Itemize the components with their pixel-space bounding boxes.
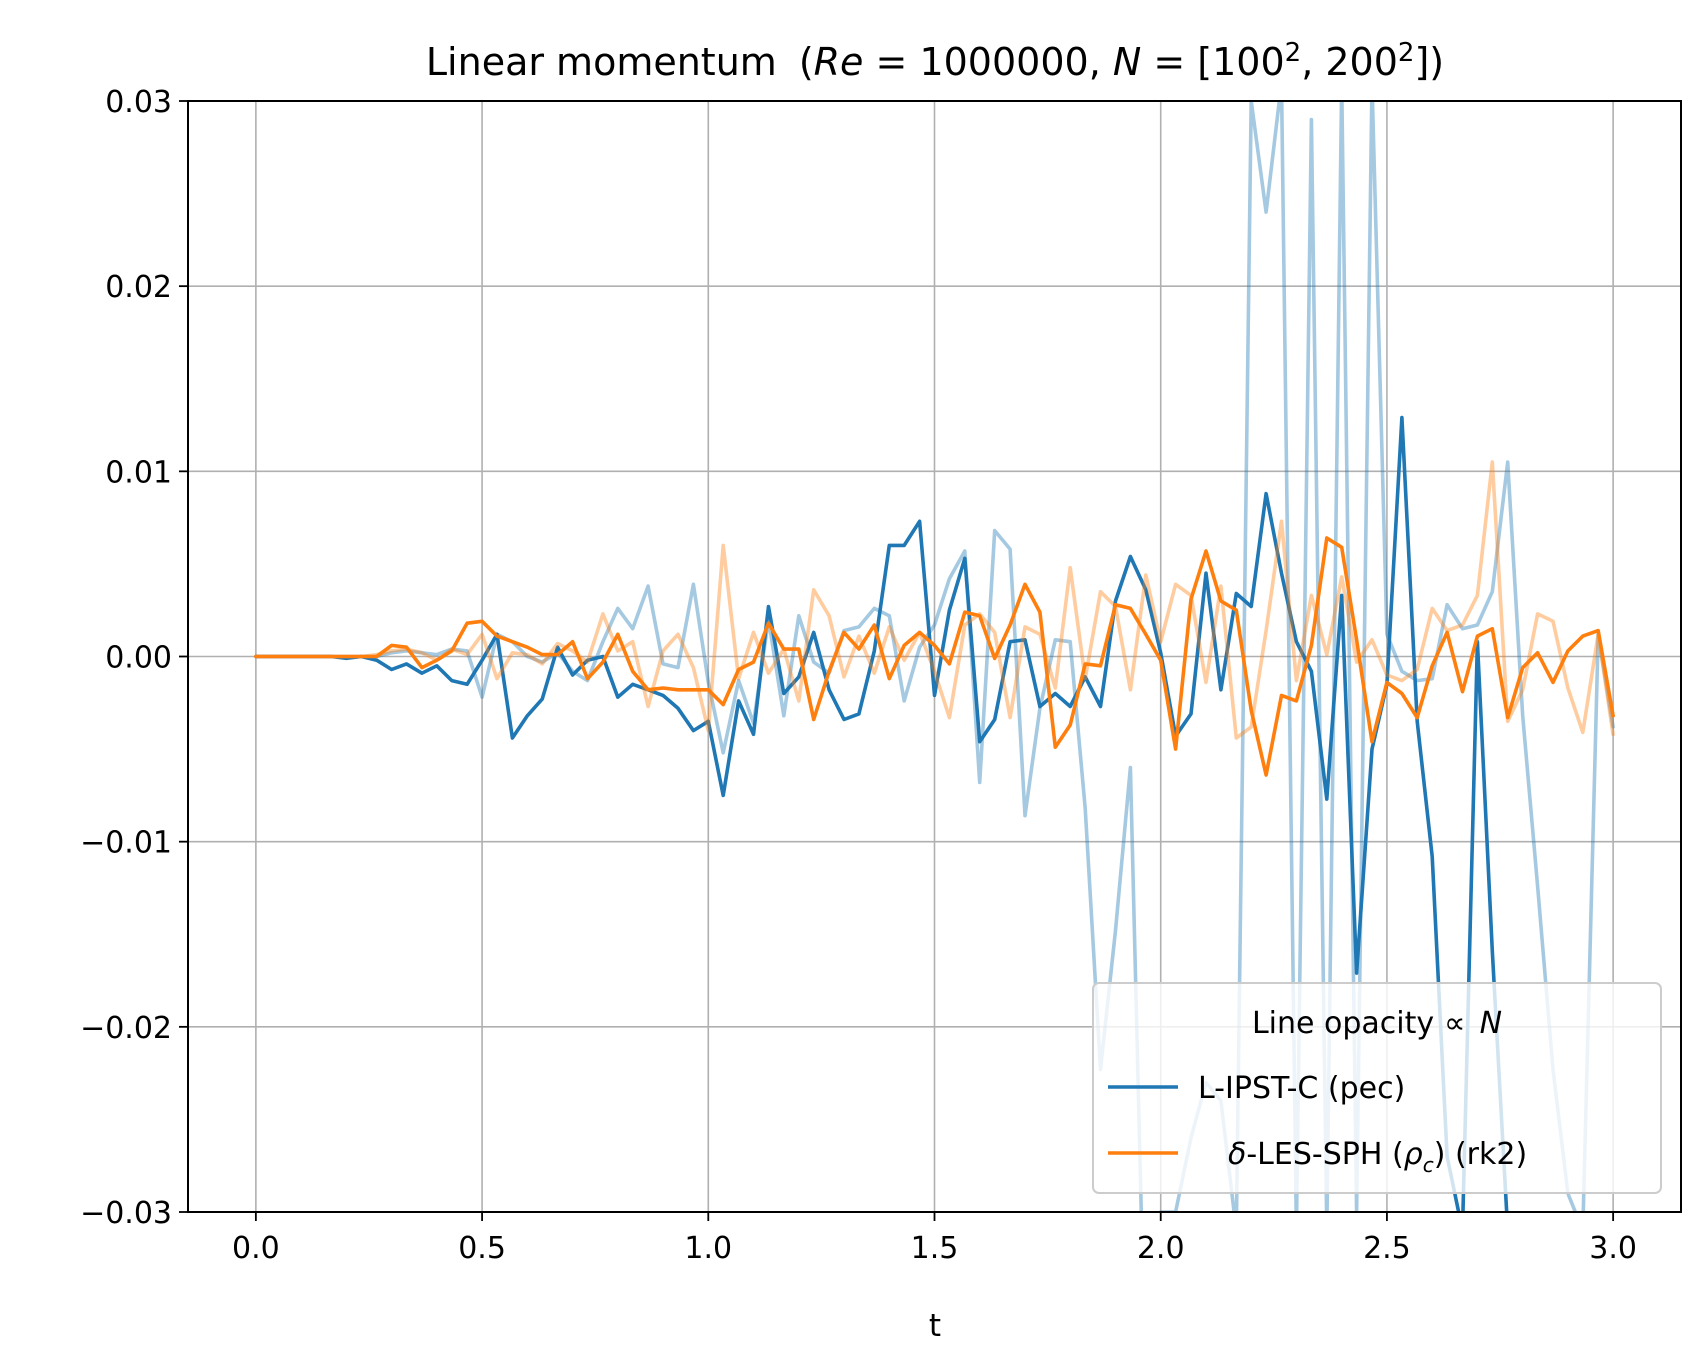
chart-title: Linear momentum (Re = 1000000, N = [1002,… [426, 38, 1444, 84]
x-axis-label: t [929, 1308, 941, 1344]
y-tick-label: 0.02 [105, 270, 172, 305]
series-layer [254, 101, 1615, 1212]
y-tick-label: 0.03 [105, 85, 172, 120]
les-sph-series-high-res [254, 536, 1615, 777]
les-sph-series-low-res [254, 460, 1615, 740]
x-tick-label: 0.5 [458, 1231, 506, 1266]
chart-title-main: Linear momentum [426, 40, 777, 84]
legend-label-lipst: L-IPST-C (pec) [1198, 1071, 1405, 1106]
x-tick-label: 2.5 [1363, 1231, 1411, 1266]
x-tick-label: 0.0 [232, 1231, 280, 1266]
x-tick-label: 1.5 [911, 1231, 959, 1266]
x-tick-label: 1.0 [684, 1231, 732, 1266]
legend-title: Line opacity ∝ N [1252, 1006, 1502, 1041]
y-tick-label: −0.01 [80, 826, 172, 861]
axis-ticks: 0.0 0.5 1.0 1.5 2.0 2.5 3.0 0.03 0.02 0.01 0.00 −0.… [80, 85, 1637, 1266]
x-tick-label: 3.0 [1589, 1231, 1637, 1266]
lipst-series-low-res [254, 101, 1615, 1212]
legend-label-les-sph: δ-LES-SPH (ρc) (rk2) [1228, 1137, 1527, 1177]
legend: Line opacity ∝ N L-IPST-C (pec) δ-LES-SPH … [1092, 982, 1662, 1194]
y-tick-label: −0.02 [80, 1011, 172, 1046]
y-tick-label: 0.00 [105, 641, 172, 676]
y-tick-label: 0.01 [105, 455, 172, 490]
x-tick-label: 2.0 [1137, 1231, 1185, 1266]
legend-box [1092, 982, 1662, 1194]
y-tick-label: −0.03 [80, 1196, 172, 1231]
